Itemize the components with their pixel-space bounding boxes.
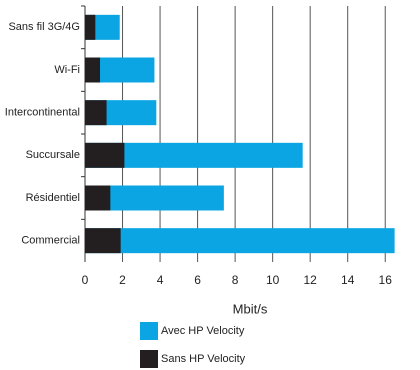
x-tick-label: 4 xyxy=(157,273,164,287)
y-tick-label: Succursale xyxy=(26,149,80,161)
legend-swatch xyxy=(140,350,158,368)
bar xyxy=(85,100,107,126)
bar xyxy=(85,57,101,83)
bar xyxy=(85,228,395,254)
y-tick-label: Commercial xyxy=(21,235,80,247)
x-tick-label: 0 xyxy=(82,273,89,287)
x-axis-label: Mbit/s xyxy=(233,301,268,316)
x-tick-label: 16 xyxy=(379,273,393,287)
bar xyxy=(85,142,125,168)
y-tick-label: Résidentiel xyxy=(26,192,80,204)
x-tick-label: 2 xyxy=(119,273,126,287)
bar xyxy=(85,14,96,40)
legend-label: Avec HP Velocity xyxy=(161,325,245,337)
y-tick-label: Intercontinental xyxy=(5,107,80,119)
y-tick-label: Sans fil 3G/4G xyxy=(8,21,80,33)
x-tick-label: 6 xyxy=(194,273,201,287)
bar xyxy=(85,228,121,254)
x-tick-label: 14 xyxy=(341,273,355,287)
x-tick-label: 10 xyxy=(266,273,280,287)
legend-swatch xyxy=(140,322,158,340)
x-tick-label: 12 xyxy=(303,273,317,287)
legend-label: Sans HP Velocity xyxy=(161,353,246,365)
bar xyxy=(85,185,111,211)
x-tick-label: 8 xyxy=(232,273,239,287)
y-tick-label: Wi-Fi xyxy=(54,64,80,76)
